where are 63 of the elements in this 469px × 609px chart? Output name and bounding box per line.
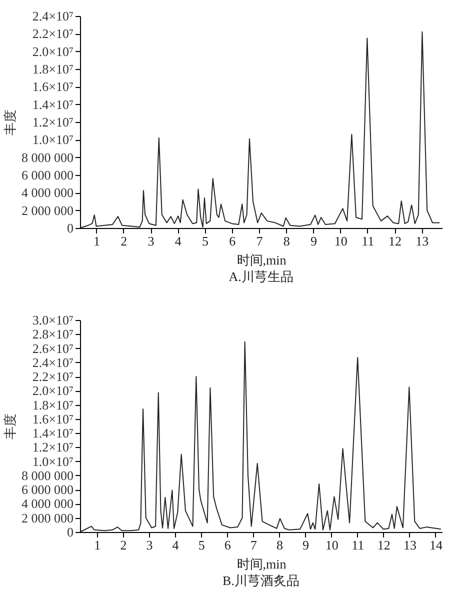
x-tick-label: 8 [276, 538, 283, 552]
y-tick-label: 2.8×10⁷ [32, 326, 74, 342]
x-tick-label: 2 [120, 538, 127, 552]
y-tick-label: 6 000 000 [22, 168, 74, 182]
x-tick-label: 6 [229, 234, 236, 248]
y-tick-label: 2.2×10⁷ [32, 26, 74, 42]
y-tick-label: 2 000 000 [22, 202, 74, 218]
x-tick-label: 12 [388, 234, 402, 248]
y-axis-title: 丰度 [2, 414, 18, 440]
y-tick-label: 1.6×10⁷ [32, 411, 74, 426]
y-tick-label: 2.0×10⁷ [32, 44, 74, 59]
x-tick-label: 1 [94, 538, 101, 552]
x-tick-label: 4 [174, 234, 182, 248]
x-tick-label: 13 [403, 538, 416, 552]
line-series [80, 31, 440, 228]
x-tick-label: 7 [250, 538, 258, 552]
y-tick-label: 1.4×10⁷ [32, 96, 74, 112]
x-tick-label: 10 [334, 234, 348, 248]
y-tick-label: 1.0×10⁷ [32, 132, 74, 148]
x-tick-label: 7 [256, 234, 264, 248]
y-tick-label: 8 000 000 [22, 468, 74, 483]
x-axis-title: 时间,min [236, 556, 287, 572]
y-tick-label: 2.6×10⁷ [32, 340, 74, 356]
y-tick-label: 3.0×10⁷ [32, 312, 74, 328]
y-tick-label: 2.4×10⁷ [32, 354, 74, 370]
text: A.川芎生品 [228, 269, 294, 284]
y-tick-label: 1.6×10⁷ [32, 79, 74, 94]
y-tick-label: 0 [67, 524, 74, 540]
x-tick-label: 5 [202, 234, 208, 248]
x-tick-label: 9 [310, 234, 317, 248]
y-tick-label: 2 000 000 [22, 510, 74, 526]
y-tick-label: 2.4×10⁷ [32, 8, 74, 24]
y-tick-label: 0 [67, 220, 74, 236]
x-tick-label: 10 [325, 538, 338, 552]
x-tick-label: 4 [172, 538, 180, 552]
text: B.川芎酒炙品 [222, 573, 300, 588]
x-axis-title: 时间,min [236, 252, 287, 268]
x-tick-label: 8 [283, 234, 290, 248]
y-tick-label: 1.8×10⁷ [32, 62, 74, 76]
x-tick-label: 12 [377, 538, 390, 552]
x-tick-label: 2 [120, 234, 128, 248]
x-tick-label: 14 [429, 538, 443, 552]
y-tick-label: 2.2×10⁷ [32, 369, 74, 384]
y-tick-label: 1.4×10⁷ [32, 426, 74, 441]
y-axis-title: 丰度 [2, 110, 18, 136]
y-tick-label: 6 000 000 [22, 482, 74, 498]
x-tick-label: 13 [416, 234, 429, 248]
x-tick-label: 3 [148, 234, 154, 248]
y-tick-label: 1.8×10⁷ [32, 397, 74, 412]
y-tick-label: 1.2×10⁷ [32, 440, 74, 455]
y-tick-label: 4 000 000 [22, 185, 74, 200]
y-tick-label: 2.0×10⁷ [32, 383, 74, 398]
x-tick-label: 11 [362, 234, 374, 248]
x-tick-label: 9 [302, 538, 310, 552]
y-tick-label: 4 000 000 [22, 496, 74, 512]
x-tick-label: 3 [146, 538, 153, 552]
x-tick-label: 5 [198, 538, 205, 552]
y-tick-label: 1.2×10⁷ [32, 114, 74, 130]
x-tick-label: 6 [224, 538, 232, 552]
y-tick-label: 8 000 000 [22, 150, 74, 165]
x-tick-label: 11 [352, 538, 364, 552]
y-tick-label: 1.0×10⁷ [32, 454, 74, 469]
x-tick-label: 1 [94, 234, 100, 248]
